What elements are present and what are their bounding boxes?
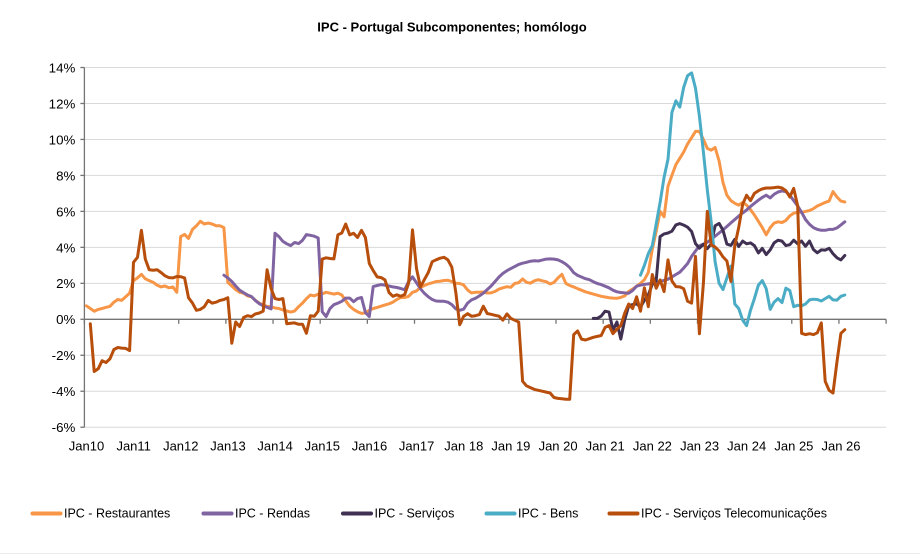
svg-text:IPC - Rendas: IPC - Rendas <box>235 507 310 521</box>
svg-text:2%: 2% <box>56 276 75 291</box>
svg-text:Jan15: Jan15 <box>305 439 340 454</box>
svg-text:Jan12: Jan12 <box>163 439 198 454</box>
svg-text:IPC - Portugal Subcomponentes;: IPC - Portugal Subcomponentes; homólogo <box>317 20 586 35</box>
svg-text:12%: 12% <box>49 96 76 111</box>
svg-text:-6%: -6% <box>52 420 76 435</box>
svg-text:10%: 10% <box>49 132 76 147</box>
svg-text:Jan 20: Jan 20 <box>539 439 578 454</box>
svg-text:IPC - Bens: IPC - Bens <box>518 507 578 521</box>
svg-text:0%: 0% <box>56 312 75 327</box>
svg-text:IPC - Serviços Telecomunicaçõe: IPC - Serviços Telecomunicações <box>641 507 827 521</box>
svg-text:Jan14: Jan14 <box>257 439 292 454</box>
svg-text:Jan 26: Jan 26 <box>821 439 860 454</box>
svg-text:-4%: -4% <box>52 384 76 399</box>
svg-text:Jan 25: Jan 25 <box>774 439 813 454</box>
svg-text:4%: 4% <box>56 240 75 255</box>
svg-text:6%: 6% <box>56 204 75 219</box>
svg-text:Jan 19: Jan 19 <box>491 439 530 454</box>
svg-text:8%: 8% <box>56 168 75 183</box>
svg-text:Jan17: Jan17 <box>399 439 434 454</box>
svg-text:Jan10: Jan10 <box>69 439 104 454</box>
svg-text:Jan 21: Jan 21 <box>586 439 625 454</box>
svg-text:-2%: -2% <box>52 348 76 363</box>
svg-text:Jan 22: Jan 22 <box>633 439 672 454</box>
svg-text:IPC - Restaurantes: IPC - Restaurantes <box>64 507 170 521</box>
svg-text:Jan16: Jan16 <box>352 439 387 454</box>
svg-text:Jan11: Jan11 <box>116 439 150 454</box>
svg-text:Jan13: Jan13 <box>210 439 245 454</box>
svg-text:14%: 14% <box>49 60 76 75</box>
svg-text:IPC - Serviços: IPC - Serviços <box>375 507 455 521</box>
svg-text:Jan 23: Jan 23 <box>680 439 719 454</box>
svg-text:Jan 18: Jan 18 <box>444 439 483 454</box>
svg-text:Jan 24: Jan 24 <box>727 439 766 454</box>
